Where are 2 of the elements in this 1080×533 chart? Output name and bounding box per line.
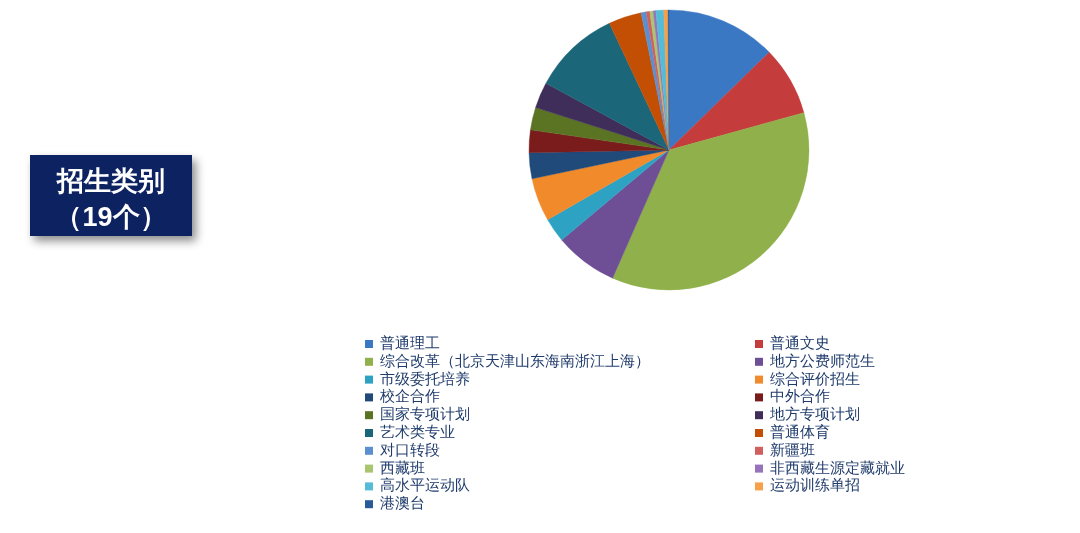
subtitle: （19个）	[55, 202, 167, 232]
title: 招生类别	[57, 166, 165, 196]
